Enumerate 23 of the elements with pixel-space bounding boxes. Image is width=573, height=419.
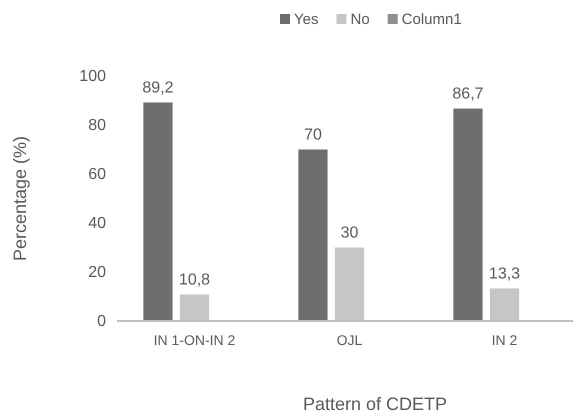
x-tick-label: OJL — [336, 332, 363, 348]
x-tick-label: IN 1-ON-IN 2 — [154, 332, 236, 348]
y-tick-label: 40 — [88, 215, 106, 232]
x-tick-label: IN 2 — [492, 332, 518, 348]
data-label: 70 — [304, 126, 322, 144]
y-axis-title: Percentage (%) — [10, 136, 30, 262]
y-tick-label: 100 — [79, 68, 106, 86]
data-label: 13,3 — [488, 265, 520, 282]
bar — [143, 102, 173, 321]
legend-label: Column1 — [402, 11, 462, 28]
bar — [298, 150, 328, 321]
data-label: 89,2 — [142, 79, 174, 96]
y-tick-label: 60 — [88, 166, 106, 184]
data-label: 10,8 — [178, 272, 210, 289]
x-axis-title: Pattern of CDETP — [302, 394, 448, 414]
y-tick-label: 0 — [97, 313, 106, 330]
data-label: 30 — [340, 224, 358, 242]
y-tick-label: 80 — [88, 117, 106, 134]
y-tick-label: 20 — [88, 264, 106, 282]
data-label: 86,7 — [452, 86, 484, 103]
bar — [453, 108, 483, 321]
legend-label: Yes — [294, 11, 318, 28]
legend-label: No — [350, 11, 370, 28]
